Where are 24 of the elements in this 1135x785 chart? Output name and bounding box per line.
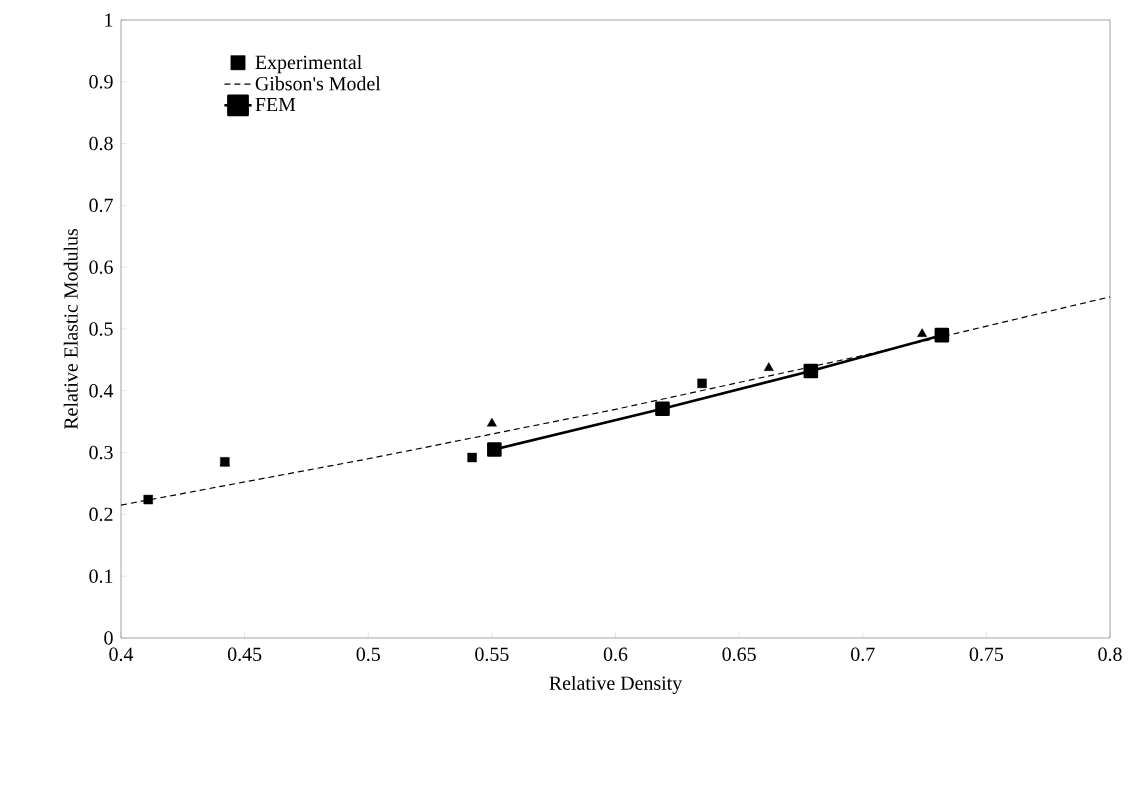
- y-axis-title: Relative Elastic Modulus: [63, 228, 78, 430]
- legend-label: Experimental: [255, 55, 362, 74]
- y-tick-label: 0.1: [89, 569, 113, 583]
- x-tick-label: 0.6: [603, 647, 628, 662]
- x-tick-label: 0.5: [356, 647, 380, 662]
- y-tick-label: 1: [105, 13, 113, 27]
- x-tick-label: 0.75: [969, 647, 1004, 662]
- y-tick-label: 0.4: [89, 384, 114, 398]
- y-tick-label: 0: [104, 631, 113, 645]
- x-tick-label: 0.45: [227, 647, 262, 662]
- y-tick-label: 0.8: [89, 136, 113, 151]
- y-tick-label: 0.7: [89, 198, 113, 213]
- y-tick-label: 0.9: [89, 75, 113, 89]
- y-tick-label: 0.2: [89, 507, 113, 522]
- y-tick-label: 0.6: [89, 260, 113, 274]
- legend-label: Gibson's Model: [255, 76, 381, 91]
- y-tick-label: 0.5: [89, 322, 113, 336]
- x-tick-label: 0.7: [851, 647, 875, 662]
- x-axis-title: Relative Density: [549, 675, 683, 694]
- x-tick-label: 0.8: [1098, 647, 1122, 662]
- y-tick-label: 0.3: [89, 445, 113, 460]
- x-tick-label: 0.55: [475, 647, 509, 662]
- x-tick-label: 0.65: [722, 647, 756, 662]
- legend-label: FEM: [255, 98, 296, 112]
